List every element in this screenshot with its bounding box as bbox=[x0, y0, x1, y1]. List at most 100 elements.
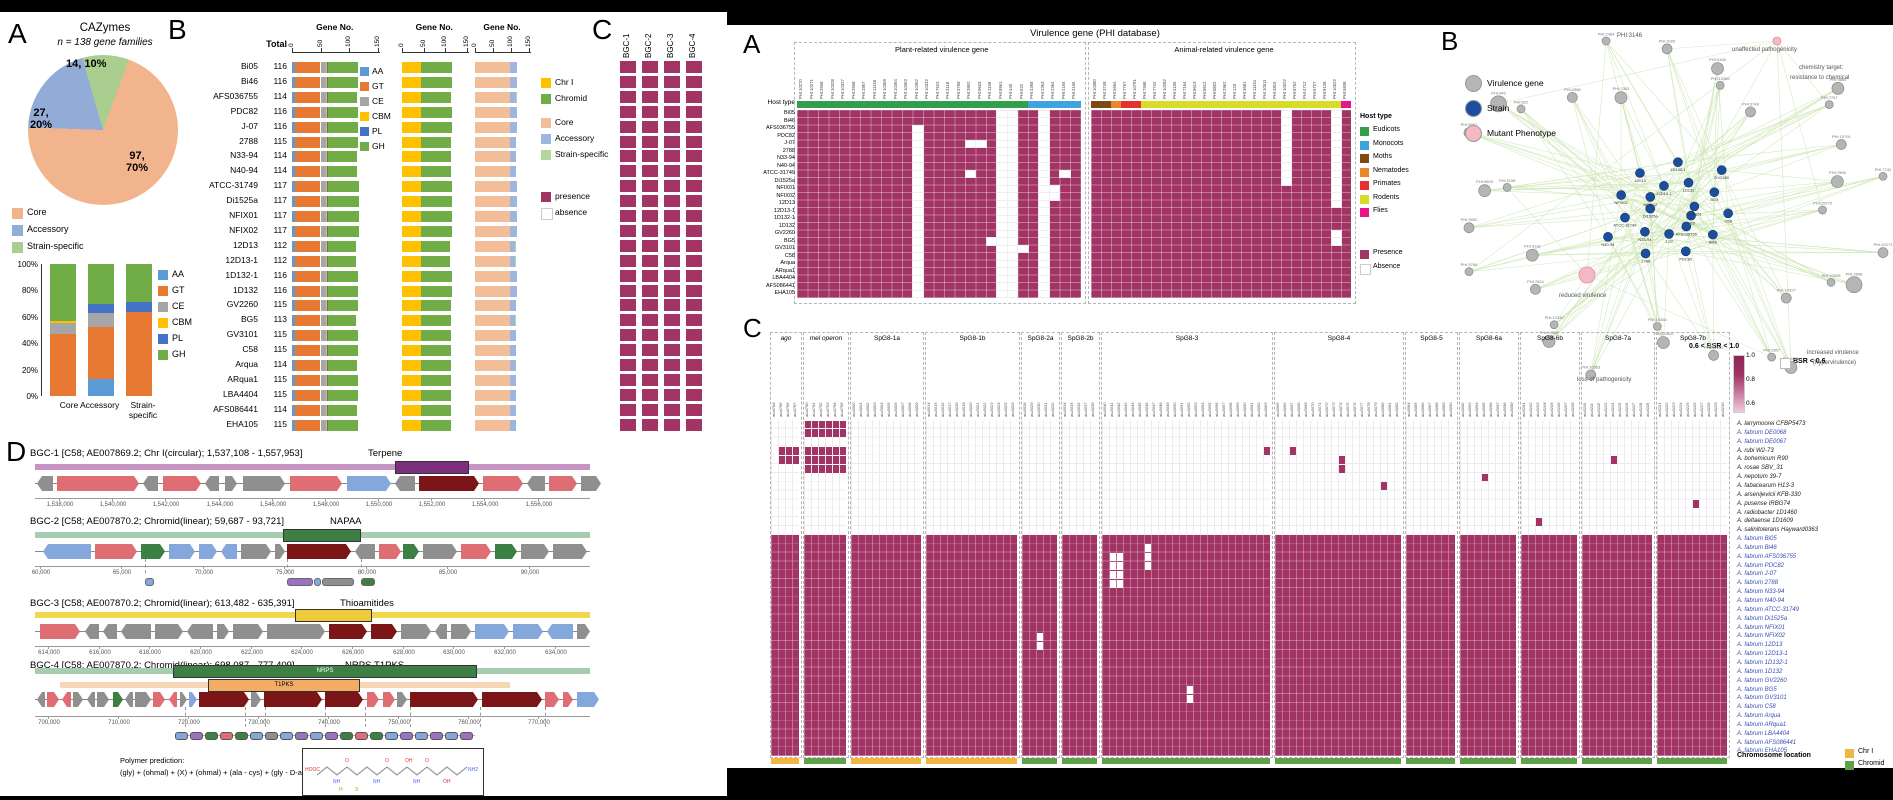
bgc-presence-cell bbox=[686, 344, 702, 356]
network-legend-label: Mutant Phenotype bbox=[1487, 128, 1556, 138]
gene-column-label: atu3061 bbox=[1250, 347, 1254, 417]
gene-column-label: atu3095 bbox=[1482, 347, 1486, 417]
gene-column-label: atu3036 bbox=[1077, 347, 1081, 417]
gene-column-label: atu3072 bbox=[1325, 347, 1329, 417]
axis-tick-mark bbox=[529, 566, 530, 569]
absence-cell bbox=[1332, 111, 1341, 118]
axis-tick-label: 1,542,000 bbox=[147, 502, 185, 508]
phi-gene-column-label: PHI:10791 bbox=[1133, 56, 1137, 99]
axis-line bbox=[402, 52, 469, 53]
bgc-presence-cell bbox=[620, 255, 636, 267]
axis-tick-label: 750,000 bbox=[380, 720, 418, 726]
phi-gene-column-label: PHI:6838 bbox=[1343, 56, 1347, 99]
category-legend-swatch bbox=[541, 150, 551, 160]
strain-node-label: 12D13 bbox=[1634, 178, 1647, 183]
network-legend-swatch bbox=[1465, 125, 1482, 142]
category-bar-segment bbox=[510, 196, 517, 207]
axis-tick-mark bbox=[445, 48, 446, 52]
replicon-bar-segment bbox=[421, 92, 451, 103]
absence-cell bbox=[913, 163, 923, 170]
strain-row-label: C58 bbox=[735, 253, 795, 261]
bgc-presence-cell bbox=[664, 270, 680, 282]
absence-cell bbox=[1332, 133, 1341, 140]
replicon-bar-segment bbox=[421, 211, 452, 222]
strain-row-label: NFIX02 bbox=[735, 193, 795, 201]
bsr-cell bbox=[779, 456, 785, 464]
phi-gene-column-label: PHI:10327 bbox=[841, 56, 845, 99]
bsr-gradient-bar bbox=[1733, 355, 1745, 413]
gene-arrow bbox=[43, 544, 91, 559]
replicon-legend-label: Chromid bbox=[555, 93, 587, 103]
category-bar-segment bbox=[475, 181, 510, 192]
gene-column-label: atu3079 bbox=[1374, 347, 1378, 417]
cazy-bar-segment bbox=[328, 405, 357, 416]
host-legend-swatch bbox=[1360, 208, 1369, 217]
bgc-presence-cell bbox=[642, 195, 658, 207]
gene-column-label: atu3115 bbox=[1618, 347, 1622, 417]
bgc-presence-cell bbox=[642, 344, 658, 356]
bgc-presence-cell bbox=[642, 180, 658, 192]
absence-cell bbox=[1039, 141, 1049, 148]
legend-label: PL bbox=[372, 126, 382, 136]
bsr-cell bbox=[1381, 482, 1387, 490]
strain-row-label: N40-94 bbox=[735, 163, 795, 171]
bsr-absence-cell bbox=[1117, 571, 1123, 579]
gene-column-label: atu3030 bbox=[1037, 347, 1041, 417]
absence-cell bbox=[1008, 141, 1018, 148]
bsr-cell bbox=[819, 447, 825, 455]
cazy-bar-segment bbox=[295, 181, 321, 192]
bgc-presence-cell bbox=[686, 150, 702, 162]
phi-gene-column-label: PHI:10332 bbox=[925, 56, 929, 99]
category-bar-segment bbox=[510, 77, 517, 88]
gene-arrow bbox=[435, 624, 447, 639]
strain-row-label: N33-94 bbox=[170, 150, 258, 160]
cazy-bar-segment bbox=[328, 196, 358, 207]
axis-tick-label: 626,000 bbox=[334, 650, 372, 656]
bsr-cell bbox=[833, 429, 839, 437]
replicon-bar-segment bbox=[402, 375, 421, 386]
virulence-gene-node-label: PHI:7742 bbox=[1875, 167, 1892, 172]
species-row-label: A. fabrum ARqua1 bbox=[1737, 721, 1786, 730]
gene-arrow bbox=[563, 692, 573, 707]
bsr-presence-block bbox=[1406, 535, 1455, 756]
axis-tick-mark bbox=[99, 646, 100, 649]
gene-arrow bbox=[143, 476, 158, 491]
virulence-gene-node bbox=[1662, 44, 1672, 54]
cazy-bar-segment bbox=[295, 360, 321, 371]
cazy-bar-segment bbox=[328, 330, 357, 341]
cazy-bar-segment bbox=[328, 107, 358, 118]
gene-arrow bbox=[581, 476, 601, 491]
strain-row-label: Bi05 bbox=[170, 61, 258, 71]
stacked-bar-segment bbox=[126, 302, 152, 311]
absence-cell bbox=[1332, 141, 1341, 148]
axis-tick-mark bbox=[529, 48, 530, 52]
gene-column-label: atu4790 bbox=[805, 347, 809, 417]
absence-cell bbox=[997, 216, 1007, 223]
bgc-presence-cell bbox=[620, 106, 636, 118]
gene-column-label: atu3056 bbox=[1215, 347, 1219, 417]
phi-gene-column-label: PHI:2962 bbox=[1223, 56, 1227, 99]
category-bar-segment bbox=[475, 77, 510, 88]
gene-column-label: atu3017 bbox=[948, 347, 952, 417]
bgc-presence-cell bbox=[686, 61, 702, 73]
legend-swatch bbox=[360, 67, 369, 76]
callout-guide bbox=[480, 707, 482, 727]
gene-arrow bbox=[577, 624, 590, 639]
gene-column-label: atu3086 bbox=[1421, 347, 1425, 417]
strain-node bbox=[1687, 211, 1696, 220]
presence-legend-swatch bbox=[541, 208, 553, 220]
cazy-bar-segment bbox=[328, 271, 358, 282]
gene-column-label: atu3074 bbox=[1339, 347, 1343, 417]
gene-arrow bbox=[199, 692, 249, 707]
callout-guide bbox=[287, 559, 289, 573]
gene-arrow bbox=[483, 476, 523, 491]
axis-tick-mark bbox=[453, 646, 454, 649]
virulence-gene-node bbox=[1602, 37, 1610, 45]
axis-tick-mark bbox=[200, 646, 201, 649]
absence-cell bbox=[1282, 148, 1291, 155]
gene-column-label: atu3022 bbox=[983, 347, 987, 417]
bsr-cell bbox=[805, 429, 811, 437]
bsr-cell bbox=[812, 456, 818, 464]
gene-column-label: atu4785 bbox=[779, 347, 783, 417]
virulence-gene-node-label: PHI:10791 bbox=[1832, 134, 1852, 139]
